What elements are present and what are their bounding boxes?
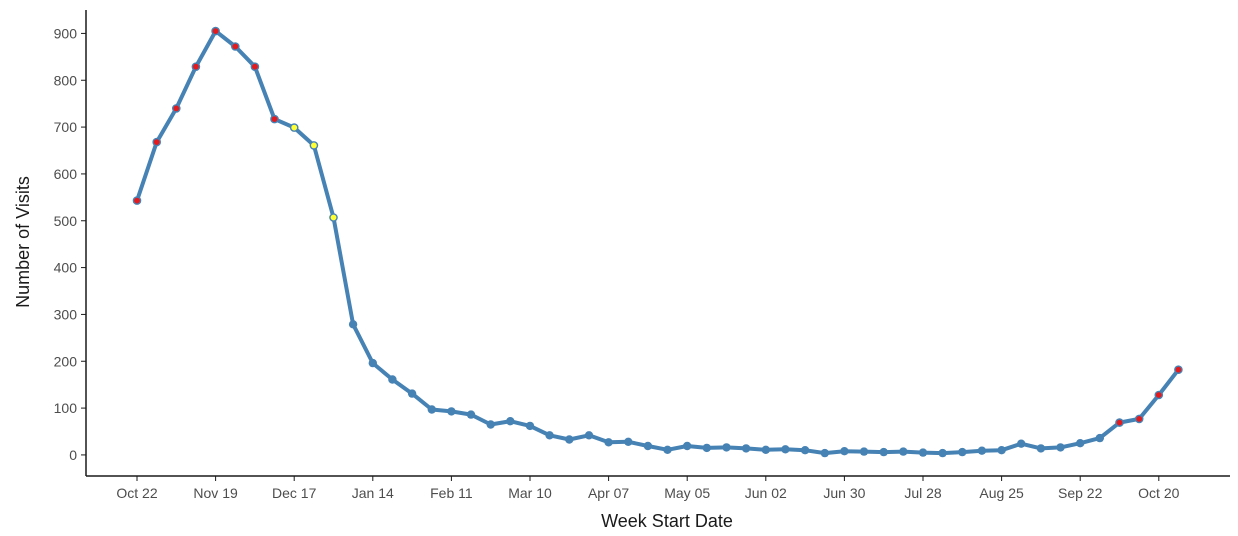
- data-point: [132, 196, 142, 205]
- data-point: [309, 141, 319, 150]
- data-point: [1095, 433, 1105, 443]
- data-point: [1115, 418, 1124, 427]
- data-point: [368, 358, 377, 368]
- x-tick-label: Mar 10: [508, 485, 552, 501]
- data-point: [289, 123, 299, 132]
- y-tick-label: 700: [54, 119, 78, 135]
- data-point: [427, 405, 436, 414]
- x-axis-title: Week Start Date: [601, 511, 733, 531]
- y-tick-label: 300: [54, 306, 78, 322]
- data-point: [663, 445, 672, 454]
- data-point: [191, 62, 201, 71]
- data-point: [702, 443, 711, 453]
- data-point: [761, 445, 770, 454]
- data-point: [938, 448, 947, 458]
- data-point: [407, 389, 417, 398]
- data-point: [1154, 390, 1164, 400]
- data-point: [781, 445, 790, 454]
- y-tick-label: 600: [54, 166, 78, 182]
- data-point: [977, 446, 987, 455]
- data-point: [1036, 444, 1046, 453]
- data-point: [840, 447, 849, 456]
- data-point: [1076, 439, 1085, 448]
- data-point: [565, 435, 574, 444]
- y-axis-title: Number of Visits: [13, 176, 33, 308]
- x-tick-label: Apr 07: [588, 485, 629, 501]
- y-tick-label: 500: [54, 213, 78, 229]
- data-point: [211, 26, 220, 36]
- x-tick-label: Jan 14: [352, 485, 394, 501]
- data-point: [584, 431, 594, 440]
- data-point: [859, 447, 869, 456]
- data-point: [447, 407, 456, 416]
- x-tick-label: Feb 11: [430, 485, 473, 501]
- data-point: [152, 137, 161, 147]
- y-tick-label: 900: [54, 25, 78, 41]
- data-point: [741, 444, 751, 453]
- y-tick-label: 800: [54, 72, 78, 88]
- series-line: [135, 29, 1181, 456]
- data-point: [466, 410, 476, 419]
- data-point: [604, 438, 613, 447]
- x-tick-label: Jul 28: [904, 485, 942, 501]
- x-tick-label: Oct 22: [116, 485, 157, 501]
- data-point: [1174, 365, 1183, 375]
- data-point: [545, 431, 554, 440]
- data-point: [525, 421, 535, 431]
- data-point: [899, 447, 908, 456]
- data-point: [388, 375, 397, 384]
- y-tick-label: 100: [54, 400, 78, 416]
- x-tick-label: Jun 30: [823, 485, 865, 501]
- data-point: [1017, 439, 1026, 448]
- x-axis-ticks: Oct 22 Nov 19 Dec 17 Jan 14 Feb 11 Mar 10 Apr …: [116, 476, 1180, 501]
- data-point: [1056, 443, 1065, 452]
- x-tick-label: Oct 20: [1138, 485, 1179, 501]
- data-point: [171, 104, 181, 113]
- y-tick-label: 200: [54, 353, 78, 369]
- data-point: [506, 417, 515, 426]
- data-point: [486, 420, 495, 429]
- series-layer: [132, 26, 1183, 458]
- data-point: [250, 62, 260, 71]
- y-tick-label: 400: [54, 260, 78, 276]
- x-tick-label: May 05: [664, 485, 710, 501]
- data-point: [800, 446, 810, 455]
- data-point: [683, 441, 692, 451]
- data-point: [230, 42, 240, 51]
- data-point: [918, 448, 928, 457]
- data-point: [1134, 414, 1144, 424]
- data-point: [624, 437, 633, 446]
- data-point: [643, 441, 653, 451]
- data-point: [329, 213, 338, 222]
- y-axis-ticks: 0 100 200 300 400 500 600 700 800 900: [54, 25, 86, 463]
- data-point: [348, 320, 358, 329]
- x-tick-label: Nov 19: [193, 485, 238, 501]
- y-tick-label: 0: [69, 447, 77, 463]
- data-point: [722, 443, 731, 452]
- data-point: [879, 447, 888, 457]
- data-point: [958, 447, 967, 457]
- x-tick-label: Aug 25: [979, 485, 1024, 501]
- data-point: [820, 448, 829, 458]
- data-point: [270, 114, 279, 124]
- x-tick-label: Dec 17: [272, 485, 317, 501]
- data-point: [997, 446, 1006, 455]
- x-tick-label: Sep 22: [1058, 485, 1103, 501]
- x-tick-label: Jun 02: [745, 485, 787, 501]
